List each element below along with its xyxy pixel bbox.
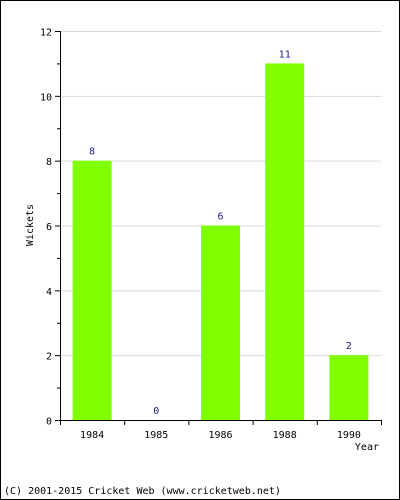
y-axis-title: Wickets	[25, 204, 36, 246]
y-tick-label: 6	[46, 222, 52, 233]
copyright-footer: (C) 2001-2015 Cricket Web (www.cricketwe…	[4, 486, 281, 497]
data-label-1985: 0	[153, 406, 159, 417]
x-tick-label-1986: 1986	[208, 430, 232, 441]
data-label-1990: 2	[346, 341, 352, 352]
y-tick-label: 8	[46, 157, 52, 168]
x-tick-label-1988: 1988	[273, 430, 297, 441]
bars	[72, 63, 369, 421]
y-tick-label: 10	[40, 92, 52, 103]
labels: 0 2 4 6 8 10 12 8 1984 0 1985 6 1986 11 1988 2 1990	[40, 28, 361, 442]
x-tick-label-1984: 1984	[80, 430, 104, 441]
bar-1988	[265, 63, 305, 421]
x-axis-title: Year	[355, 442, 379, 453]
data-label-1984: 8	[89, 147, 95, 158]
bar-1986	[201, 225, 240, 420]
grid-lines	[60, 31, 381, 357]
data-label-1988: 11	[279, 49, 291, 60]
axes	[55, 31, 382, 425]
y-tick-label: 12	[40, 28, 52, 39]
data-label-1986: 6	[217, 212, 223, 223]
x-tick-label-1990: 1990	[337, 430, 361, 441]
bar-1984	[72, 160, 112, 420]
x-tick-label-1985: 1985	[144, 430, 168, 441]
y-tick-label: 4	[46, 287, 52, 298]
bar-1990	[329, 355, 369, 420]
y-tick-label: 2	[46, 352, 52, 363]
y-tick-label: 0	[46, 417, 52, 428]
